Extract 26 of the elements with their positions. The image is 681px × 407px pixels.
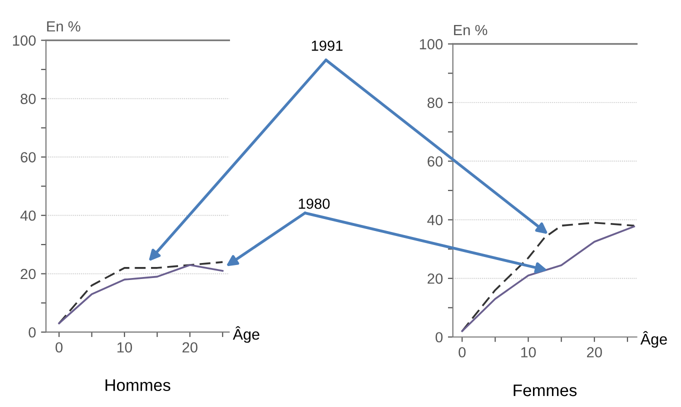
x-tick-label: 0	[56, 342, 63, 353]
y-tick-label: 80	[428, 98, 443, 108]
y-tick-label: 100	[420, 39, 443, 50]
y-tick-label: 0	[28, 327, 36, 338]
text: Femmes	[514, 384, 577, 396]
y-axis-title: En %	[47, 21, 80, 32]
x-axis-title: Âge	[232, 326, 260, 343]
y-tick-label: 60	[428, 156, 443, 167]
y-tick-label: 60	[20, 152, 36, 162]
y-tick-label: 40	[427, 214, 443, 226]
y-tick-label: 80	[20, 94, 36, 104]
y-tick-label: 20	[20, 268, 36, 280]
x-tick-label: 0	[458, 347, 466, 358]
y-axis-title: En %	[454, 24, 488, 36]
y-tick-label: 40	[20, 210, 36, 221]
x-tick-label: 10	[117, 342, 132, 353]
x-tick-label: 10	[521, 347, 536, 358]
x-axis-title: Âge	[640, 331, 667, 348]
x-tick-label: 20	[182, 342, 198, 353]
y-tick-label: 20	[428, 273, 443, 284]
text: 1991	[312, 40, 343, 51]
text: 1980	[298, 198, 330, 209]
x-tick-label: 20	[587, 347, 602, 358]
y-tick-label: 0	[436, 332, 443, 342]
text: Hommes	[106, 379, 170, 392]
y-tick-label: 100	[13, 35, 36, 46]
